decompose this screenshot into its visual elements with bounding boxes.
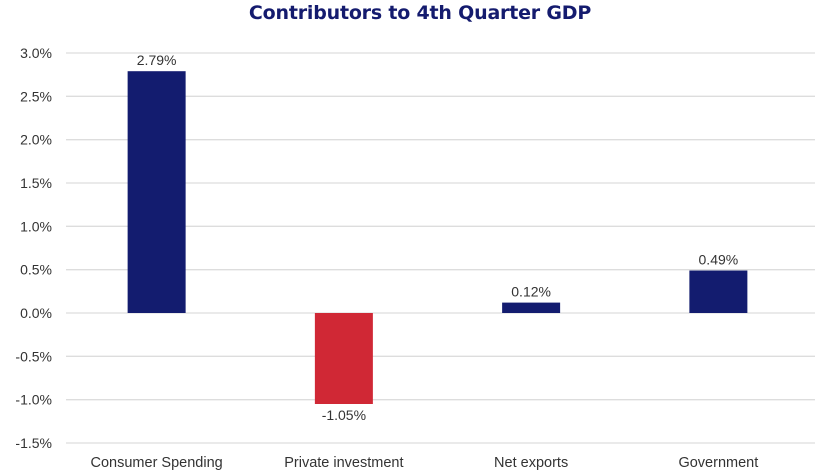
y-tick-label: 2.5% (20, 88, 52, 104)
y-axis-ticks: 3.0% 2.5% 2.0% 1.5% 1.0% 0.5% 0.0% -0.5% -1.0% -1… (15, 45, 52, 451)
y-tick-label: -1.0% (15, 392, 52, 408)
bar-private-investment (314, 313, 373, 404)
data-label: 0.12% (511, 284, 551, 300)
data-label: 0.49% (699, 252, 739, 268)
y-tick-label: -0.5% (15, 348, 52, 364)
y-tick-label: 0.5% (20, 262, 52, 278)
bar-net-exports (502, 302, 561, 313)
y-tick-label: 0.0% (20, 305, 52, 321)
y-tick-label: -1.5% (15, 435, 52, 451)
chart-title: Contributors to 4th Quarter GDP (248, 2, 592, 24)
y-tick-label: 3.0% (20, 45, 52, 61)
x-tick-label: Consumer Spending (91, 455, 223, 471)
y-tick-label: 1.5% (20, 175, 52, 191)
data-label: -1.05% (322, 407, 366, 423)
x-tick-label: Private investment (284, 455, 403, 471)
y-tick-label: 1.0% (20, 218, 52, 234)
bars (127, 71, 748, 404)
bar-government (689, 270, 748, 313)
bar-consumer-spending (127, 71, 186, 313)
x-tick-label: Net exports (494, 455, 568, 471)
data-label: 2.79% (137, 52, 177, 68)
y-tick-label: 2.0% (20, 132, 52, 148)
data-labels: 2.79% -1.05% 0.12% 0.49% (137, 52, 738, 423)
x-axis-labels: Consumer Spending Private investment Net e… (91, 455, 759, 471)
x-tick-label: Government (678, 455, 758, 471)
